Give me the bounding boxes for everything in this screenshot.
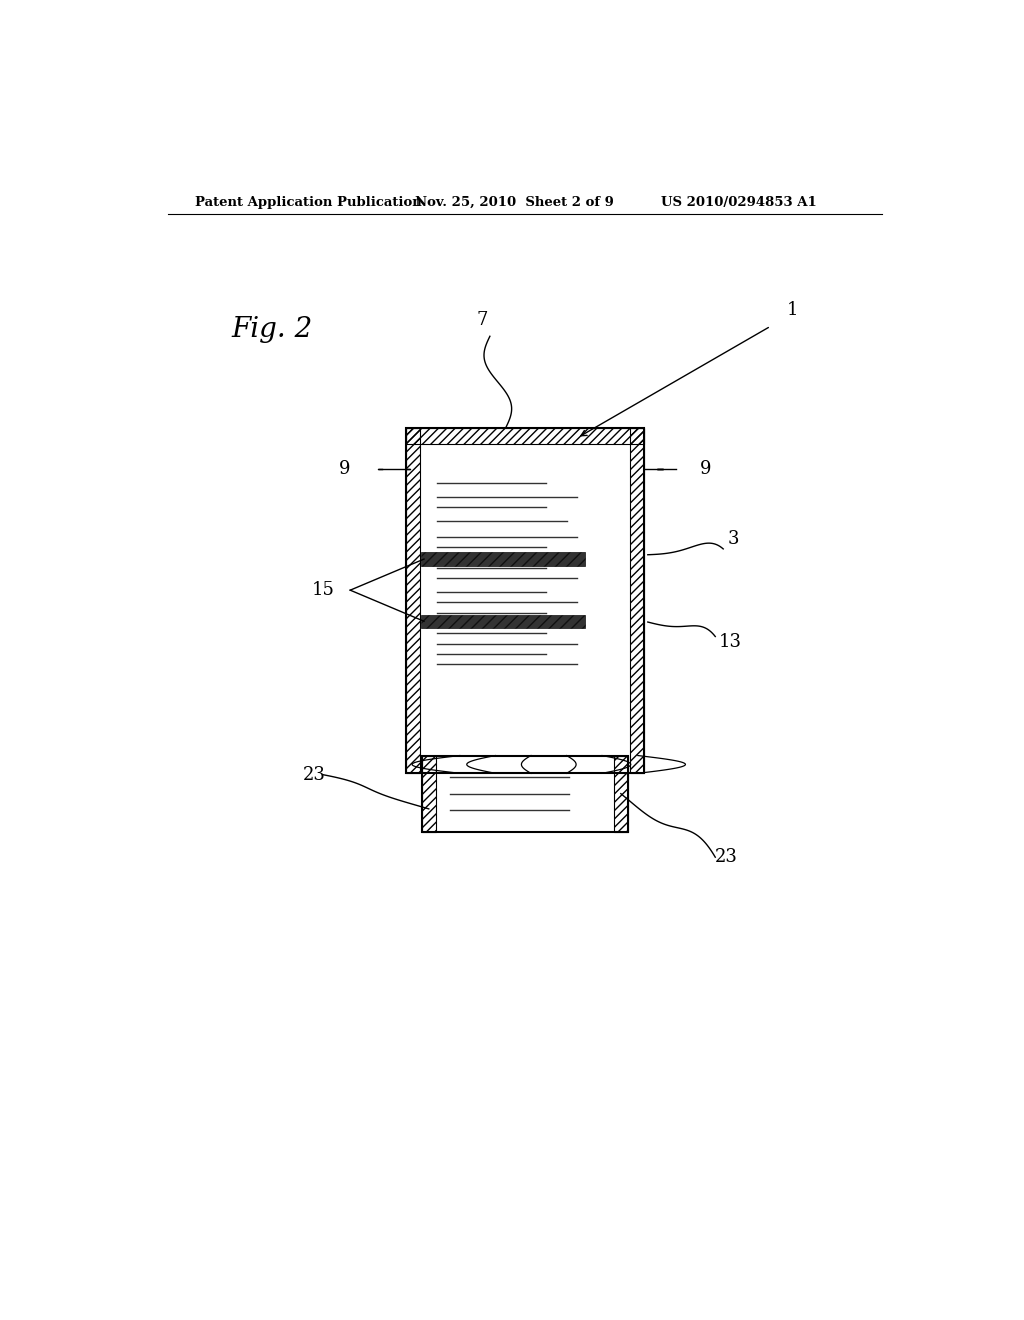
Text: Fig. 2: Fig. 2 <box>231 315 312 343</box>
Text: Nov. 25, 2010  Sheet 2 of 9: Nov. 25, 2010 Sheet 2 of 9 <box>416 195 614 209</box>
Bar <box>406 428 644 444</box>
Text: 9: 9 <box>699 461 711 478</box>
Text: 7: 7 <box>476 312 487 329</box>
Text: 23: 23 <box>303 766 326 784</box>
Bar <box>422 755 436 832</box>
Text: 15: 15 <box>311 581 334 599</box>
Text: 23: 23 <box>715 849 738 866</box>
Bar <box>420 428 630 774</box>
Text: 1: 1 <box>786 301 798 319</box>
Bar <box>613 755 628 832</box>
Bar <box>406 428 644 774</box>
Text: US 2010/0294853 A1: US 2010/0294853 A1 <box>662 195 817 209</box>
Bar <box>630 428 644 774</box>
Bar <box>422 755 628 832</box>
Bar <box>406 428 420 774</box>
Bar <box>421 553 585 566</box>
Bar <box>436 755 613 832</box>
Text: 13: 13 <box>719 632 742 651</box>
Text: 3: 3 <box>727 529 738 548</box>
Text: 9: 9 <box>339 461 350 478</box>
Bar <box>421 615 585 628</box>
Text: Patent Application Publication: Patent Application Publication <box>196 195 422 209</box>
